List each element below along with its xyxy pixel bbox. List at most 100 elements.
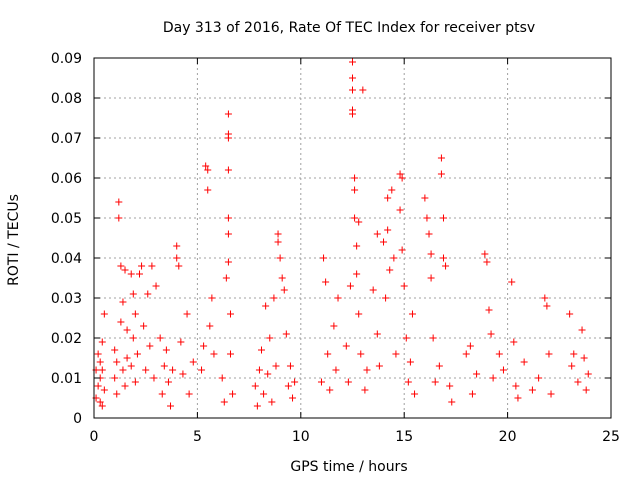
- data-point: [369, 286, 377, 294]
- data-point: [425, 230, 433, 238]
- data-point: [286, 362, 294, 370]
- data-point: [468, 390, 476, 398]
- data-point: [373, 330, 381, 338]
- data-point: [146, 342, 154, 350]
- data-point: [156, 334, 164, 342]
- data-point: [266, 334, 274, 342]
- x-tick-label: 0: [90, 429, 99, 445]
- data-point: [355, 218, 363, 226]
- data-point: [96, 398, 104, 406]
- data-point: [138, 262, 146, 270]
- data-point: [411, 390, 419, 398]
- data-point: [545, 350, 553, 358]
- data-point: [129, 290, 137, 298]
- data-point: [466, 342, 474, 350]
- data-point: [543, 302, 551, 310]
- data-point: [342, 342, 350, 350]
- data-point: [115, 198, 123, 206]
- data-point: [435, 362, 443, 370]
- data-point: [173, 254, 181, 262]
- x-tick-label: 20: [499, 429, 517, 445]
- data-point: [111, 346, 119, 354]
- data-point: [427, 274, 435, 282]
- data-point: [206, 322, 214, 330]
- data-point: [148, 262, 156, 270]
- data-point: [363, 366, 371, 374]
- data-point: [357, 350, 365, 358]
- data-point: [274, 238, 282, 246]
- data-point: [268, 398, 276, 406]
- data-point: [100, 386, 108, 394]
- y-tick-label: 0: [73, 411, 82, 427]
- data-point: [224, 230, 232, 238]
- data-point: [113, 390, 121, 398]
- data-point: [167, 402, 175, 410]
- data-point: [437, 154, 445, 162]
- data-point: [173, 242, 181, 250]
- data-point: [330, 322, 338, 330]
- data-point: [164, 378, 172, 386]
- data-point: [351, 174, 359, 182]
- data-point: [204, 186, 212, 194]
- data-point: [270, 294, 278, 302]
- data-point: [406, 358, 414, 366]
- data-point: [264, 370, 272, 378]
- axis-ticks: 0 5 10 15 20 25 0 0.01 0.02 0.03 0.04 0.05 0.06 0.07 0…: [51, 51, 620, 445]
- data-point: [334, 294, 342, 302]
- data-point: [439, 214, 447, 222]
- data-point: [349, 86, 356, 94]
- y-tick-label: 0.05: [51, 211, 82, 227]
- chart-title: Day 313 of 2016, Rate Of TEC Index for r…: [163, 20, 535, 36]
- data-point: [349, 110, 356, 118]
- data-point: [98, 338, 106, 346]
- data-point: [448, 398, 456, 406]
- data-point: [260, 390, 268, 398]
- data-point: [485, 306, 493, 314]
- data-point: [272, 362, 280, 370]
- data-point: [226, 350, 234, 358]
- x-tick-label: 10: [292, 429, 310, 445]
- data-point: [282, 330, 290, 338]
- data-point: [94, 350, 102, 358]
- data-point: [353, 242, 361, 250]
- data-point: [274, 230, 282, 238]
- y-tick-label: 0.02: [51, 331, 82, 347]
- data-point: [462, 350, 470, 358]
- data-point: [508, 278, 516, 286]
- data-point: [127, 270, 135, 278]
- data-point: [541, 294, 549, 302]
- data-point: [402, 334, 410, 342]
- y-tick-label: 0.07: [51, 131, 82, 147]
- data-point: [349, 74, 356, 82]
- data-point: [202, 162, 210, 170]
- data-point: [431, 378, 439, 386]
- y-tick-label: 0.03: [51, 291, 82, 307]
- data-point: [113, 358, 121, 366]
- data-point: [388, 186, 396, 194]
- data-point: [429, 334, 437, 342]
- data-point: [291, 378, 299, 386]
- data-point: [198, 366, 206, 374]
- data-point: [584, 370, 592, 378]
- data-point: [258, 346, 266, 354]
- data-point: [386, 266, 394, 274]
- data-point: [129, 334, 137, 342]
- data-point: [150, 374, 158, 382]
- data-point: [224, 214, 232, 222]
- data-point: [568, 362, 576, 370]
- data-point: [284, 382, 292, 390]
- data-point: [346, 282, 354, 290]
- data-point: [489, 374, 497, 382]
- data-point: [353, 270, 361, 278]
- data-point: [351, 186, 359, 194]
- data-point: [208, 294, 216, 302]
- data-point: [528, 386, 536, 394]
- y-tick-label: 0.08: [51, 91, 82, 107]
- data-point: [373, 230, 381, 238]
- data-point: [210, 350, 218, 358]
- data-point: [121, 382, 129, 390]
- data-point: [185, 390, 193, 398]
- data-point: [324, 350, 332, 358]
- data-point: [262, 302, 270, 310]
